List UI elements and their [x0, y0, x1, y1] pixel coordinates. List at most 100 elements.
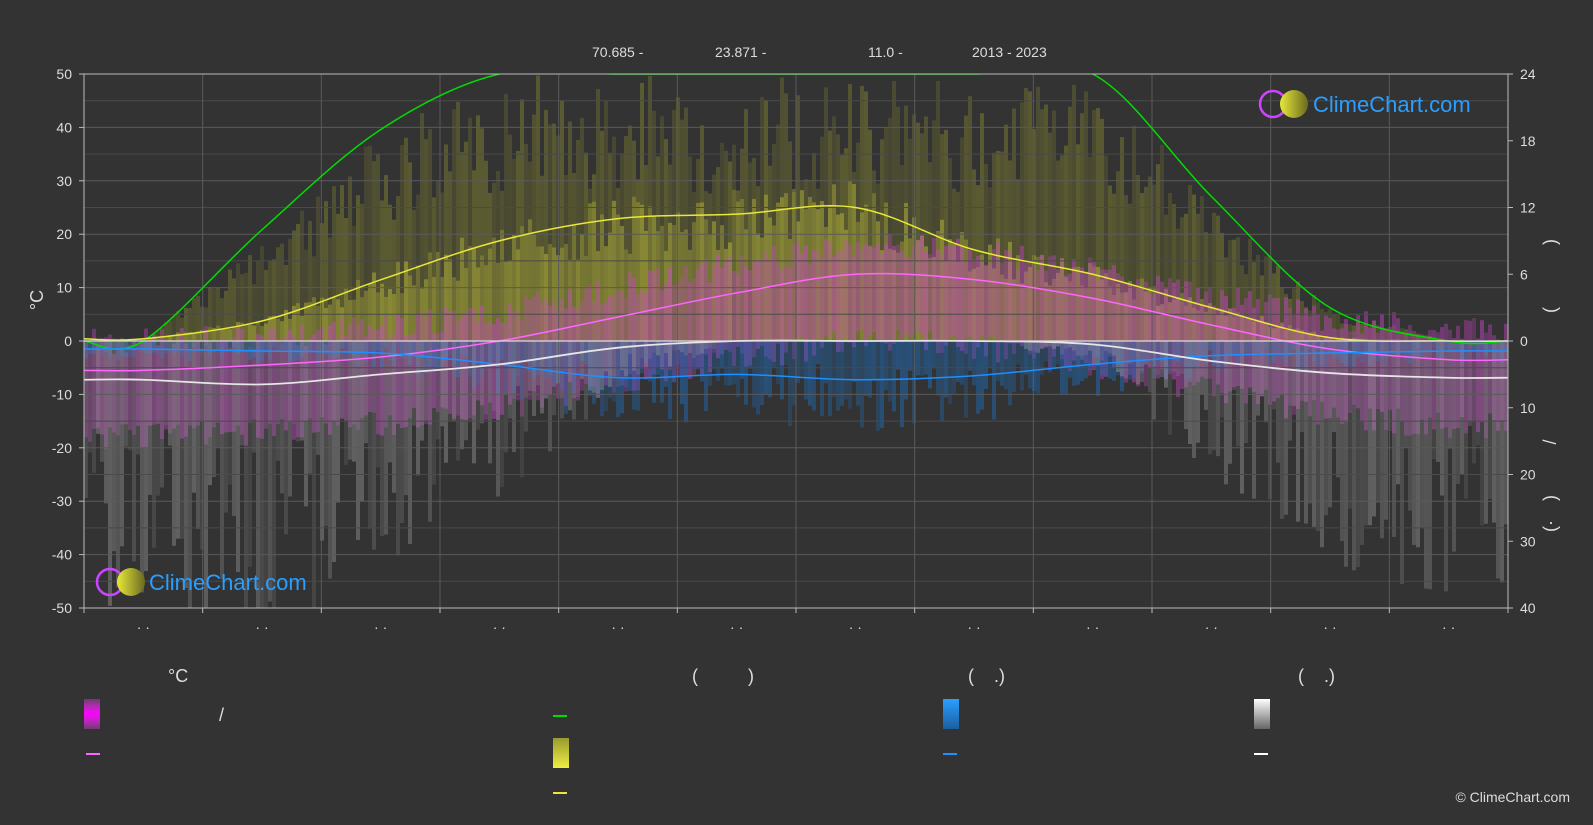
temperature-range-bar	[1448, 329, 1452, 438]
daylight-bar	[920, 133, 924, 341]
snow-bar	[680, 341, 684, 353]
rain-bar	[1132, 341, 1136, 379]
rain-bar	[364, 341, 368, 362]
daylight-bar	[1272, 273, 1276, 341]
sunshine-bar	[520, 226, 524, 341]
daylight-bar	[1204, 231, 1208, 341]
snow-bar	[1492, 341, 1496, 523]
daylight-bar	[476, 115, 480, 341]
snow-bar	[1188, 341, 1192, 445]
sunshine-bar	[272, 315, 276, 341]
daylight-bar	[692, 191, 696, 341]
rain-bar	[252, 341, 256, 357]
snow-bar	[252, 341, 256, 453]
snow-bar	[564, 341, 568, 372]
temperature-range-bar	[1468, 320, 1472, 422]
rain-bar	[192, 341, 196, 348]
sunshine-bar	[712, 221, 716, 341]
snow-bar	[112, 341, 116, 552]
daylight-bar	[240, 274, 244, 341]
sunshine-bar	[660, 225, 664, 341]
snow-bar	[484, 341, 488, 415]
temperature-range-bar	[420, 311, 424, 426]
daylight-bar	[892, 81, 896, 341]
rain-bar	[736, 341, 740, 398]
sunshine-bar	[1316, 335, 1320, 341]
daylight-bar	[532, 114, 536, 341]
daylight-bar	[1392, 325, 1396, 341]
logo-bottom: ClimeChart.com	[95, 567, 307, 597]
rain-bar	[1236, 341, 1240, 362]
snow-bar	[548, 341, 552, 452]
temperature-range-bar	[496, 318, 500, 420]
rain-bar	[1256, 341, 1260, 353]
daylight-bar	[1308, 310, 1312, 341]
temperature-range-bar	[672, 284, 676, 382]
temperature-range-bar	[1268, 294, 1272, 405]
temperature-range-bar	[1112, 265, 1116, 368]
rain-bar	[776, 341, 780, 385]
rain-bar	[1032, 341, 1036, 392]
month-tick-label: · ·	[493, 619, 506, 635]
rain-bar	[416, 341, 420, 377]
temperature-range-bar	[768, 258, 772, 360]
snow-bar	[424, 341, 428, 421]
daylight-bar	[460, 152, 464, 341]
sunshine-bar	[88, 339, 92, 341]
temperature-range-bar	[1472, 318, 1476, 422]
sunshine-bar	[1128, 281, 1132, 341]
temperature-range-bar	[720, 267, 724, 355]
daylight-bar	[492, 182, 496, 341]
rain-bar	[1136, 341, 1140, 370]
sunshine-bar	[448, 259, 452, 341]
sunshine-bar	[760, 237, 764, 341]
temperature-range-bar	[908, 257, 912, 339]
daylight-bar	[296, 223, 300, 341]
temperature-range-bar	[1100, 269, 1104, 380]
sunshine-bar	[564, 244, 568, 341]
rain-bar	[272, 341, 276, 348]
daylight-bar	[1352, 325, 1356, 341]
daylight-bar	[1224, 257, 1228, 341]
sunshine-bar	[408, 275, 412, 341]
temperature-range-bar	[180, 328, 184, 439]
sunshine-bar	[84, 339, 88, 341]
temperature-range-bar	[1108, 269, 1112, 357]
temperature-range-bar	[276, 338, 280, 425]
daylight-bar	[364, 146, 368, 341]
rain-bar	[912, 341, 916, 424]
daylight-bar	[1400, 328, 1404, 341]
snow-bar	[568, 341, 572, 411]
snow-bar	[352, 341, 356, 462]
rain-bar	[336, 341, 340, 358]
rain-bar	[200, 341, 204, 354]
daylight-bar	[1268, 256, 1272, 341]
snow-bar	[1096, 341, 1100, 366]
rain-bar	[840, 341, 844, 406]
temperature-range-bar	[1296, 299, 1300, 410]
snow-bar	[1348, 341, 1352, 509]
snow-bar	[236, 341, 240, 573]
sunshine-bar	[1284, 330, 1288, 341]
temperature-range-bar	[944, 245, 948, 346]
rain-bar	[476, 341, 480, 385]
sunshine-bar	[716, 250, 720, 341]
daylight-bar	[952, 188, 956, 341]
rain-bar	[772, 341, 776, 368]
snow-bar	[104, 341, 108, 504]
temperature-range-bar	[236, 325, 240, 426]
snow-bar	[1316, 341, 1320, 532]
rain-bar	[176, 341, 180, 349]
rain-bar	[1300, 341, 1304, 370]
daylight-bar	[772, 143, 776, 341]
temperature-range-bar	[960, 246, 964, 351]
sunshine-bar	[808, 196, 812, 341]
snow-bar	[1324, 341, 1328, 516]
temperature-range-bar	[104, 337, 108, 450]
snow-bar	[380, 341, 384, 537]
sunshine-bar	[1184, 305, 1188, 341]
snow-bar	[1436, 341, 1440, 462]
temperature-range-bar	[924, 251, 928, 350]
rain-bar	[380, 341, 384, 368]
daylight-bar	[1128, 203, 1132, 341]
